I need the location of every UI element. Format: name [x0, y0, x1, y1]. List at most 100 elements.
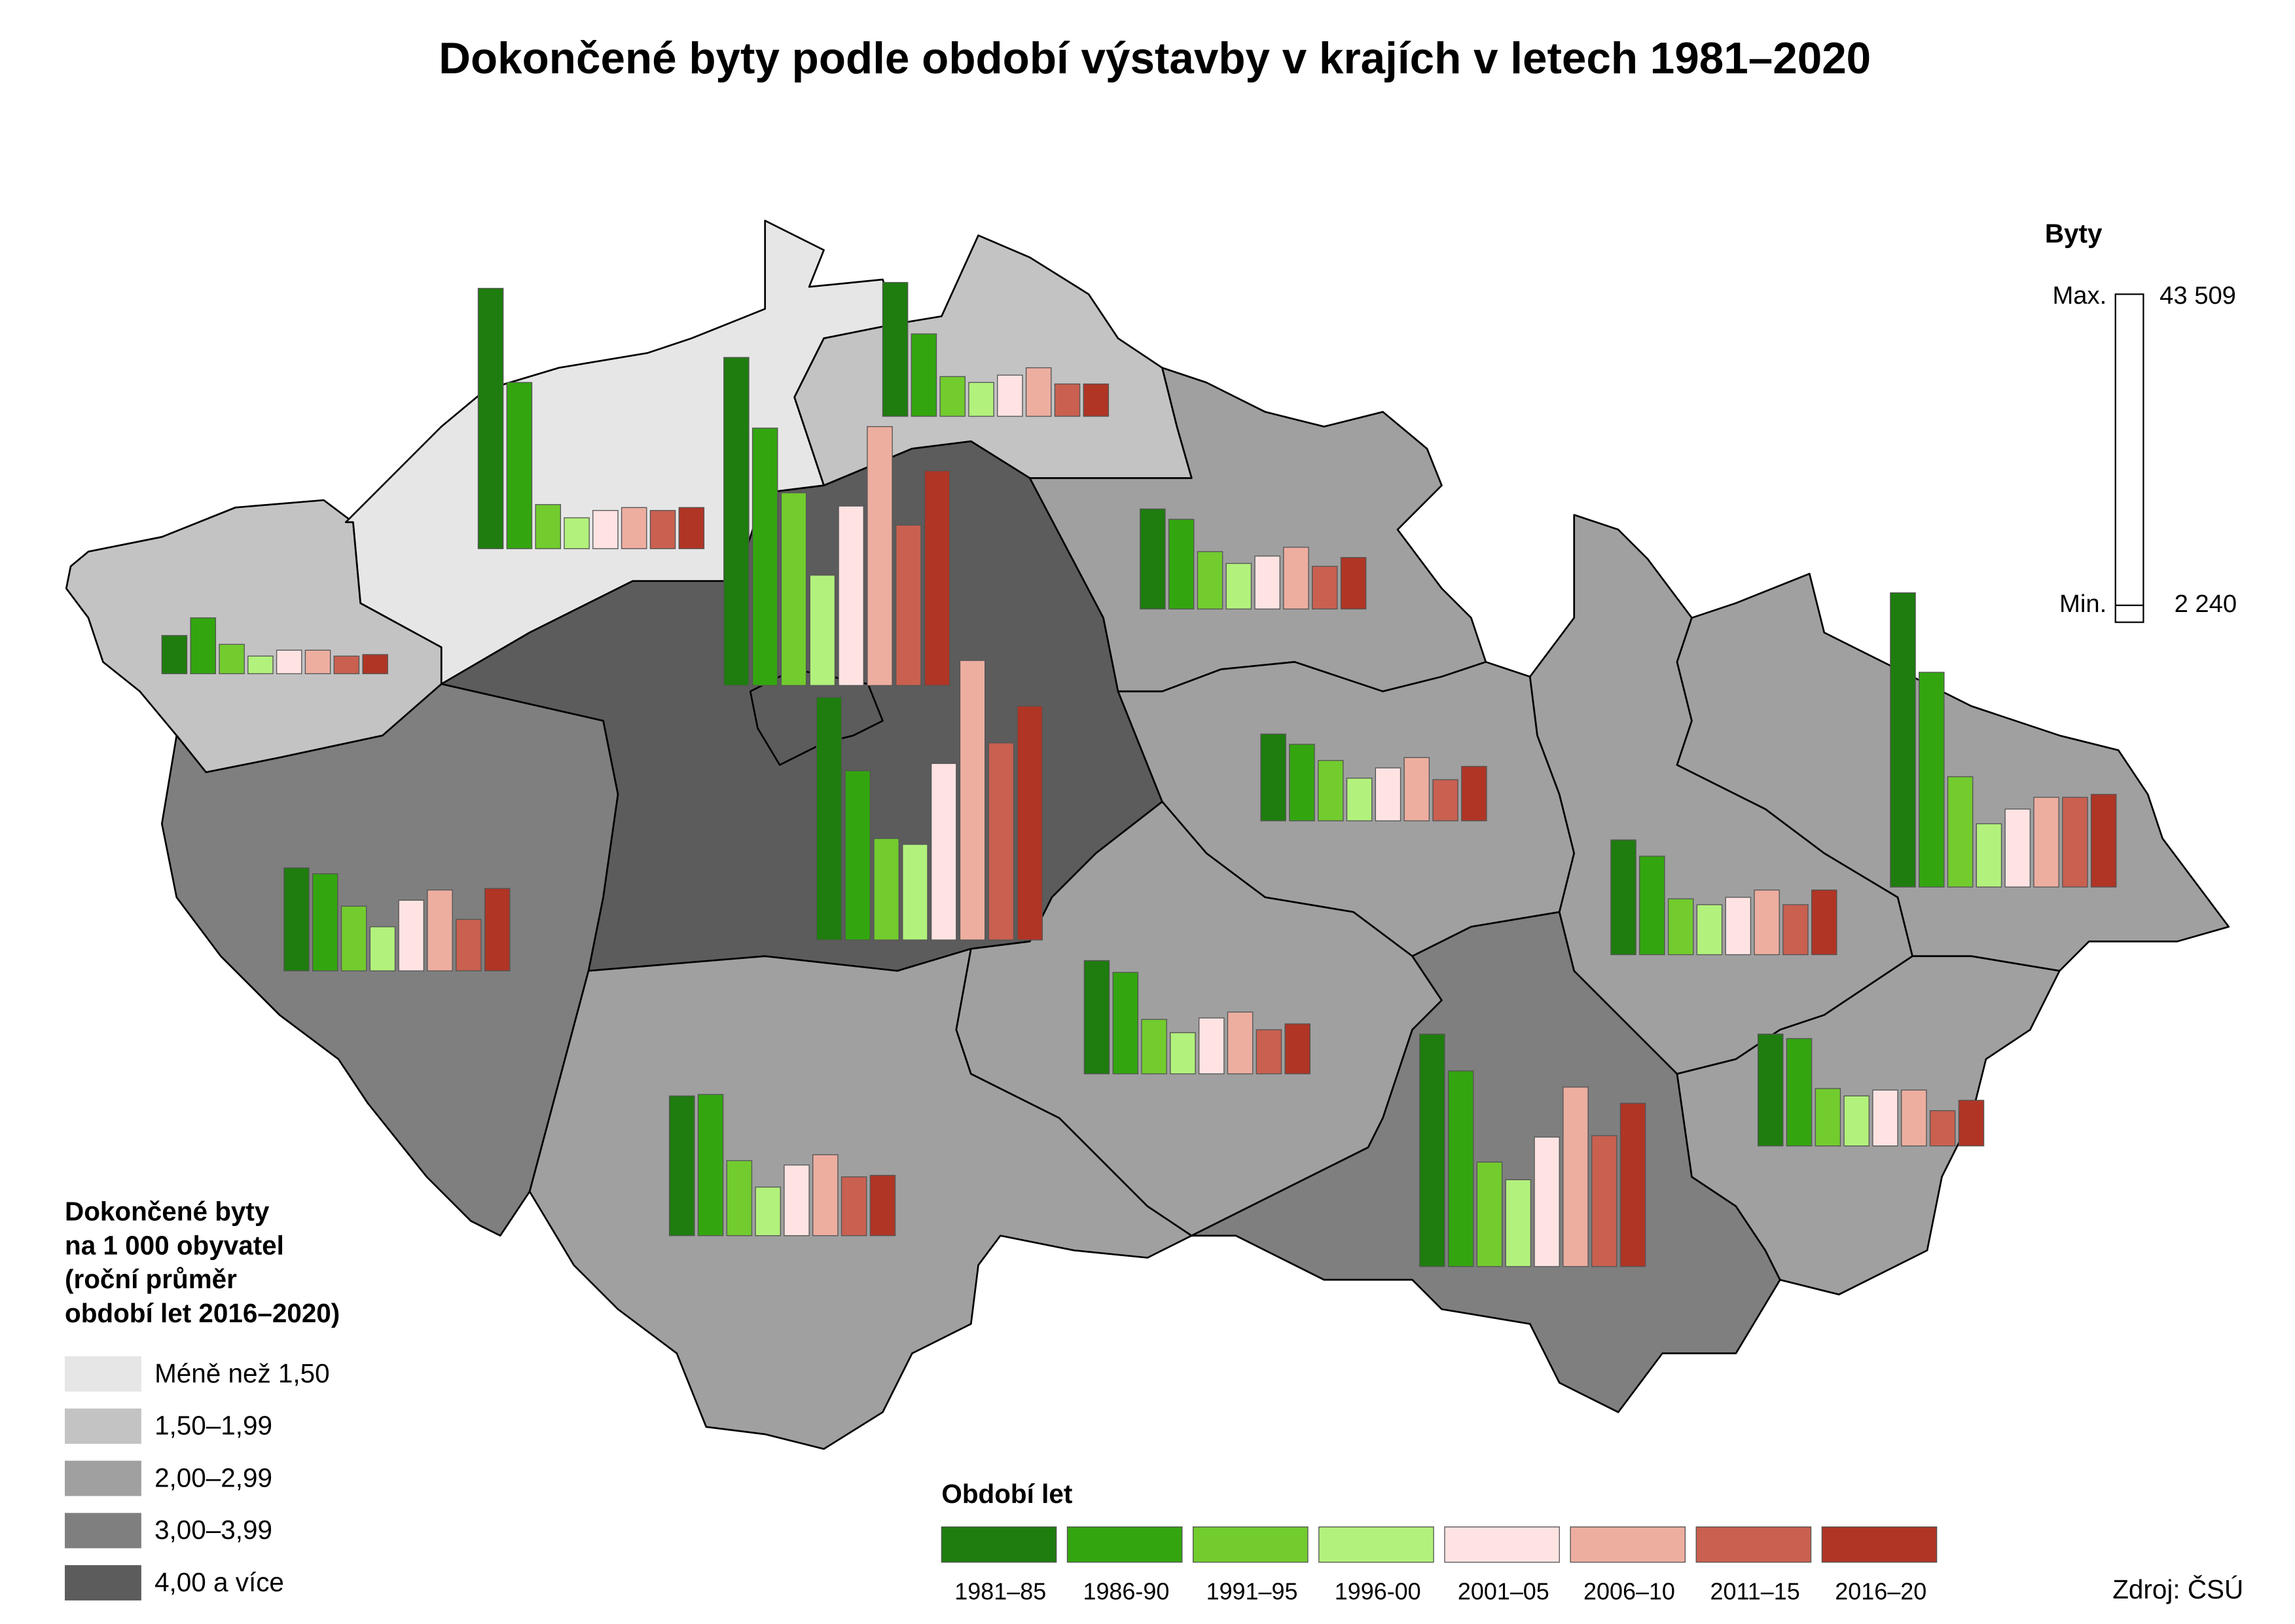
bar	[902, 844, 928, 941]
period-swatch	[1444, 1526, 1560, 1563]
bar	[1725, 897, 1752, 956]
bar	[333, 655, 360, 674]
bar	[1318, 760, 1344, 821]
period-swatch	[1821, 1526, 1938, 1563]
bar	[1283, 547, 1309, 610]
bar	[1017, 706, 1043, 941]
min-value: 2 240	[2175, 590, 2237, 618]
bar	[867, 426, 893, 686]
legend-swatch	[65, 1356, 141, 1392]
bar	[780, 492, 807, 686]
bar	[649, 510, 676, 549]
source: Zdroj: ČSÚ	[2112, 1574, 2243, 1604]
bar	[592, 510, 619, 549]
bar	[1432, 779, 1458, 821]
bar	[1754, 889, 1780, 956]
bar	[1811, 889, 1837, 956]
density-legend-title: období let 2016–2020)	[65, 1298, 340, 1328]
legend-swatch	[65, 1513, 141, 1549]
bar	[276, 649, 302, 674]
bar	[1958, 1100, 1985, 1147]
bar	[427, 889, 453, 971]
period-swatch	[1192, 1526, 1309, 1563]
legend-swatch	[65, 1408, 141, 1444]
bar	[1083, 960, 1110, 1075]
bar	[304, 649, 331, 674]
bar	[1976, 823, 2002, 888]
bar	[930, 763, 957, 941]
bar	[1619, 1102, 1646, 1267]
bar	[997, 374, 1023, 417]
bar	[1284, 1023, 1310, 1075]
period-label: 2016–20	[1835, 1578, 1926, 1604]
period-swatch	[1066, 1526, 1183, 1563]
bar	[895, 524, 922, 686]
bar	[1757, 1034, 1784, 1147]
bar	[668, 1095, 695, 1236]
bar	[751, 427, 778, 686]
bar	[1447, 1070, 1474, 1267]
bar	[1461, 766, 1487, 821]
period-label: 2006–10	[1583, 1578, 1675, 1604]
bar	[1346, 778, 1373, 821]
bar	[1890, 592, 1916, 888]
bar	[1610, 839, 1636, 956]
legend-label: 1,50–1,99	[154, 1411, 272, 1441]
bar	[678, 507, 705, 549]
bar	[190, 617, 217, 674]
bar	[535, 504, 562, 549]
bar	[1786, 1038, 1813, 1147]
density-legend-title: Dokončené byty	[65, 1197, 270, 1227]
bar	[1782, 904, 1809, 956]
bar	[812, 1154, 839, 1236]
bar	[726, 1160, 753, 1236]
bar	[1947, 776, 1974, 888]
period-label: 1986-90	[1083, 1578, 1169, 1604]
bar	[1225, 563, 1252, 610]
bar	[1667, 898, 1694, 956]
bar	[477, 287, 504, 549]
legend-swatch	[65, 1460, 141, 1496]
period-label: 1991–95	[1206, 1578, 1298, 1604]
period-swatch	[1318, 1526, 1434, 1563]
period-label: 2001–05	[1458, 1578, 1549, 1604]
bar	[1872, 1089, 1898, 1147]
bar	[882, 281, 909, 417]
bar	[1534, 1136, 1560, 1267]
bar	[1375, 767, 1401, 821]
bar	[312, 873, 338, 971]
bar	[1170, 1032, 1196, 1075]
bar	[1141, 1019, 1167, 1075]
bar	[840, 1176, 867, 1236]
bars	[161, 281, 2117, 1267]
bar	[988, 742, 1015, 941]
bar	[1260, 733, 1286, 821]
bar	[1140, 508, 1166, 610]
bar	[924, 470, 950, 686]
bar	[1340, 557, 1367, 610]
bar	[1112, 971, 1139, 1075]
bar	[219, 643, 245, 674]
bar	[484, 888, 511, 971]
bar	[1505, 1179, 1532, 1267]
legend-swatch	[65, 1565, 141, 1601]
bar	[1025, 367, 1052, 417]
period-swatch	[1570, 1526, 1686, 1563]
bar	[809, 575, 836, 686]
bar	[1843, 1095, 1870, 1147]
bar	[1197, 551, 1223, 610]
bar	[1312, 566, 1338, 610]
bar	[1083, 383, 1110, 417]
max-value: 43 509	[2159, 281, 2236, 310]
density-legend-title: na 1 000 obyvatel	[65, 1230, 284, 1260]
bar	[784, 1164, 810, 1236]
size-legend-title: Byty	[2045, 218, 2103, 248]
bar	[398, 899, 425, 971]
bar	[1696, 904, 1723, 956]
bar	[869, 1174, 896, 1236]
bar	[1815, 1088, 1841, 1147]
bar	[697, 1094, 724, 1236]
bar	[1563, 1087, 1589, 1267]
legend-label: 3,00–3,99	[154, 1515, 272, 1545]
